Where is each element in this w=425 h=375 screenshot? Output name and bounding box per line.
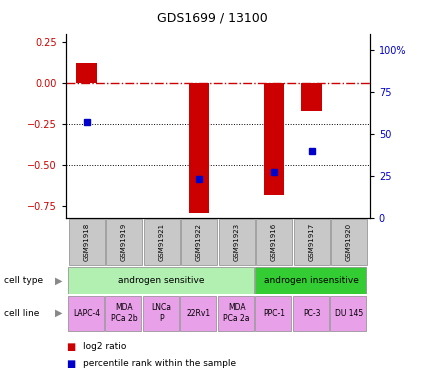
FancyBboxPatch shape [180, 296, 216, 331]
Text: cell line: cell line [4, 309, 40, 318]
FancyBboxPatch shape [68, 219, 105, 265]
Text: ■: ■ [66, 342, 75, 352]
FancyBboxPatch shape [218, 219, 255, 265]
Text: PC-3: PC-3 [303, 309, 320, 318]
Text: LNCa
P: LNCa P [152, 303, 172, 323]
Bar [301, 83, 322, 111]
Text: GSM91920: GSM91920 [346, 223, 352, 261]
FancyBboxPatch shape [144, 219, 179, 265]
Bar [189, 83, 210, 213]
Text: ▶: ▶ [55, 275, 63, 285]
FancyBboxPatch shape [68, 267, 254, 294]
Bar [76, 63, 97, 83]
Text: LAPC-4: LAPC-4 [73, 309, 100, 318]
FancyBboxPatch shape [330, 296, 366, 331]
Text: 22Rv1: 22Rv1 [187, 309, 211, 318]
FancyBboxPatch shape [106, 219, 142, 265]
Text: GSM91923: GSM91923 [234, 223, 240, 261]
Text: GSM91921: GSM91921 [159, 223, 164, 261]
Text: MDA
PCa 2a: MDA PCa 2a [223, 303, 250, 323]
FancyBboxPatch shape [143, 296, 179, 331]
Text: GSM91916: GSM91916 [271, 223, 277, 261]
Text: GSM91922: GSM91922 [196, 223, 202, 261]
Text: DU 145: DU 145 [335, 309, 363, 318]
Text: GSM91917: GSM91917 [309, 223, 314, 261]
FancyBboxPatch shape [218, 296, 254, 331]
Bar [264, 83, 284, 195]
Text: MDA
PCa 2b: MDA PCa 2b [110, 303, 137, 323]
Text: ■: ■ [66, 359, 75, 369]
FancyBboxPatch shape [293, 296, 329, 331]
Text: GDS1699 / 13100: GDS1699 / 13100 [157, 11, 268, 24]
Text: androgen insensitive: androgen insensitive [264, 276, 359, 285]
Text: cell type: cell type [4, 276, 43, 285]
FancyBboxPatch shape [331, 219, 367, 265]
Text: GSM91918: GSM91918 [83, 223, 90, 261]
FancyBboxPatch shape [256, 219, 292, 265]
Text: androgen sensitive: androgen sensitive [118, 276, 205, 285]
FancyBboxPatch shape [255, 296, 292, 331]
Text: PPC-1: PPC-1 [263, 309, 285, 318]
Text: log2 ratio: log2 ratio [83, 342, 126, 351]
Text: percentile rank within the sample: percentile rank within the sample [83, 359, 236, 368]
Text: GSM91919: GSM91919 [121, 223, 127, 261]
FancyBboxPatch shape [68, 296, 104, 331]
FancyBboxPatch shape [294, 219, 330, 265]
FancyBboxPatch shape [255, 267, 366, 294]
Text: ▶: ▶ [55, 308, 63, 318]
FancyBboxPatch shape [181, 219, 217, 265]
FancyBboxPatch shape [105, 296, 141, 331]
